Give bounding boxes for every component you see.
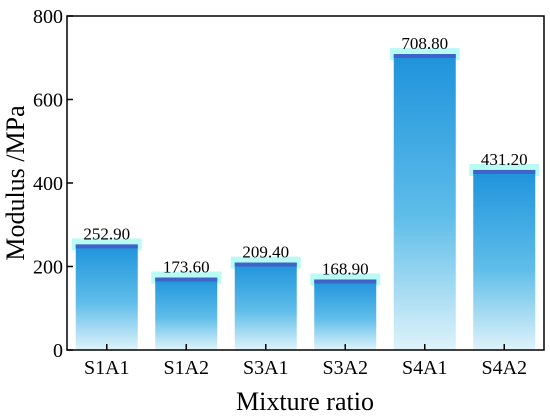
bar-cap-s3a1 — [234, 262, 297, 267]
bar-cap-s1a1 — [75, 244, 138, 249]
x-tick-label-s1a1: S1A1 — [84, 357, 130, 379]
bar-cap-s4a1 — [393, 54, 456, 59]
x-tick-label-s3a1: S3A1 — [243, 357, 289, 379]
y-tick-label-0: 0 — [53, 340, 63, 362]
data-label-s3a2: 168.90 — [322, 259, 369, 278]
y-axis-ticks: 0 200 400 600 800 — [33, 6, 73, 362]
bar-s3a2 — [314, 279, 377, 350]
y-tick-label-400: 400 — [33, 173, 63, 195]
plot-frame — [66, 15, 545, 351]
bar-s4a2 — [473, 169, 536, 350]
y-tick-label-200: 200 — [33, 257, 63, 279]
bars-group — [71, 48, 540, 351]
data-label-s1a1: 252.90 — [83, 224, 130, 243]
bar-s4a1 — [393, 54, 456, 351]
bar-cap-s4a2 — [473, 169, 536, 174]
bar-cap-s3a2 — [314, 279, 377, 284]
x-tick-label-s3a2: S3A2 — [322, 357, 368, 379]
data-label-s4a1: 708.80 — [401, 34, 448, 53]
bar-s1a1 — [75, 244, 138, 350]
data-labels-group: 252.90 173.60 209.40 168.90 708.80 431.20 — [83, 34, 527, 278]
bar-s1a2 — [155, 277, 218, 350]
x-axis-ticks: S1A1 S1A2 S3A1 S3A2 S4A1 S4A2 — [84, 344, 527, 379]
data-label-s4a2: 431.20 — [481, 150, 528, 169]
data-label-s3a1: 209.40 — [242, 243, 289, 262]
y-tick-label-600: 600 — [33, 90, 63, 112]
bar-s3a1 — [234, 262, 297, 350]
x-tick-label-s4a1: S4A1 — [402, 357, 448, 379]
bar-cap-s1a2 — [155, 277, 218, 282]
y-tick-label-800: 800 — [33, 6, 63, 28]
x-tick-label-s1a2: S1A2 — [163, 357, 209, 379]
x-axis-title: Mixture ratio — [236, 387, 374, 416]
data-label-s1a2: 173.60 — [163, 258, 210, 277]
y-axis-title: Modulus /MPa — [1, 105, 30, 261]
x-tick-label-s4a2: S4A2 — [481, 357, 527, 379]
